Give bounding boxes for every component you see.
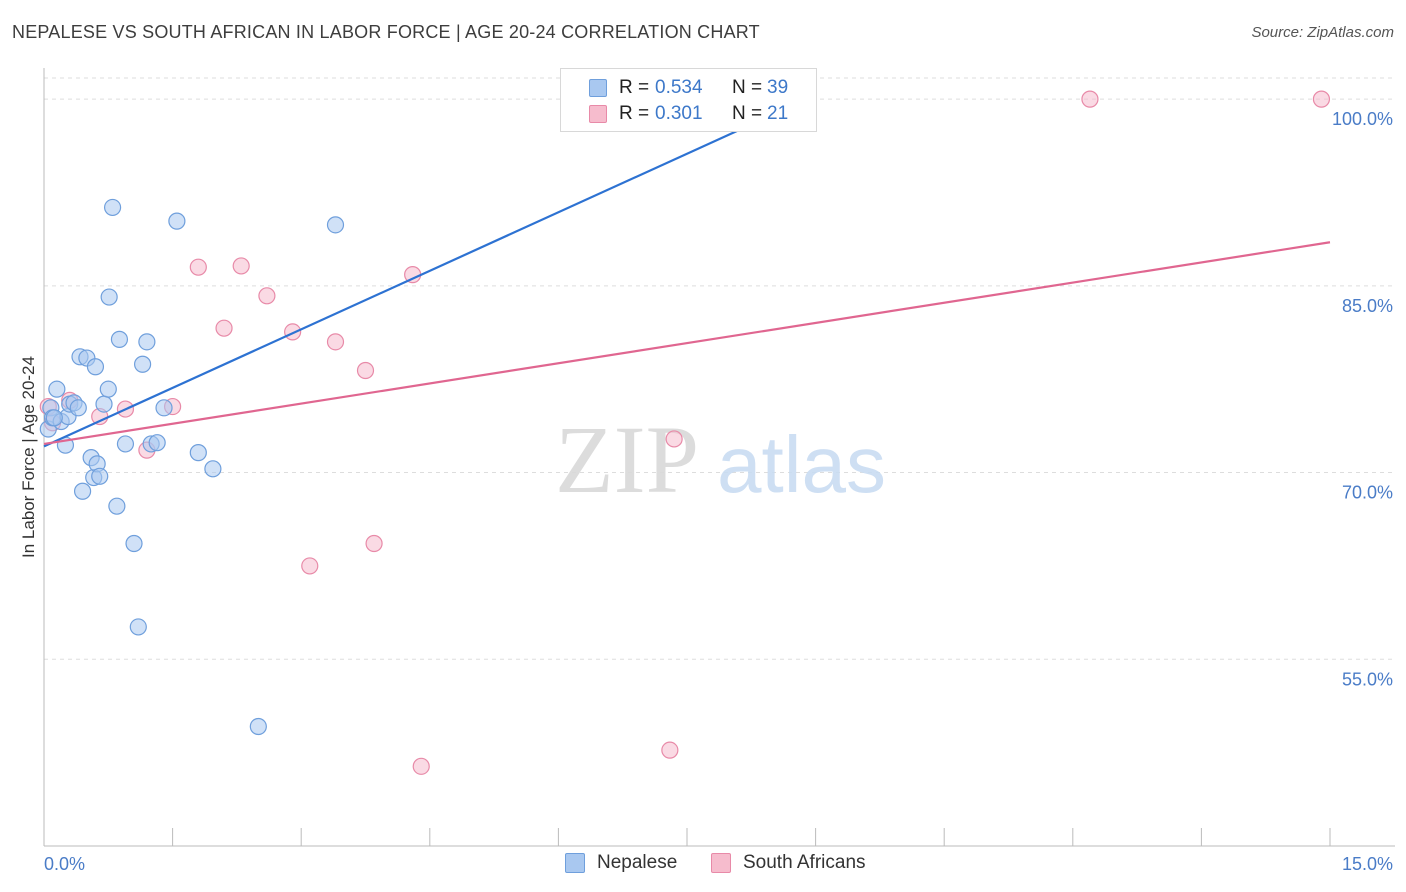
axes: 55.0% 70.0% 85.0% 100.0% 0.0% 15.0%	[43, 68, 1395, 874]
series-nepalese	[39, 90, 696, 736]
legend-n-value: 39	[767, 77, 789, 98]
data-point	[326, 333, 345, 351]
gridlines	[44, 77, 1395, 660]
watermark: ZIP atlas	[555, 406, 886, 513]
trend-line	[43, 241, 1331, 446]
data-point	[148, 434, 166, 452]
legend-swatch-south-africans	[711, 853, 731, 873]
data-point	[110, 330, 129, 348]
legend-n-value: 21	[767, 103, 789, 124]
data-point	[1081, 90, 1099, 108]
data-point	[91, 467, 109, 485]
data-point	[103, 198, 122, 217]
y-axis-label: In Labor Force | Age 20-24	[19, 356, 38, 558]
data-point	[45, 409, 63, 427]
watermark-atlas: atlas	[717, 420, 886, 509]
trend-lines	[43, 98, 1331, 448]
correlation-legend: R = 0.534 N = 39 R = 0.301 N = 21	[560, 68, 817, 132]
y-tick-label: 85.0%	[1342, 296, 1393, 316]
data-point	[258, 287, 276, 305]
chart-title: NEPALESE VS SOUTH AFRICAN IN LABOR FORCE…	[12, 22, 760, 42]
data-point	[326, 216, 345, 234]
data-point	[155, 399, 173, 417]
series-south-africans	[39, 90, 1331, 775]
data-point	[189, 258, 207, 276]
legend-r-value: 0.301	[655, 103, 703, 124]
data-point	[138, 333, 156, 351]
data-point	[661, 741, 679, 759]
legend-n-label: N =	[732, 77, 763, 98]
legend-label-nepalese: Nepalese	[597, 852, 678, 873]
legend-label-south-africans: South Africans	[743, 852, 866, 873]
legend-swatch-nepalese	[565, 853, 585, 873]
data-point	[365, 534, 383, 553]
legend-row-south-africans: R = 0.301 N = 21	[561, 101, 816, 127]
data-point	[86, 358, 105, 376]
data-point	[1312, 90, 1331, 108]
series-legend: Nepalese South Africans	[565, 852, 905, 876]
legend-r-label: R =	[619, 77, 650, 98]
source-label: Source: ZipAtlas.com	[1251, 24, 1394, 41]
trend-line	[43, 98, 808, 448]
data-point	[356, 361, 375, 380]
x-tick-label: 0.0%	[44, 854, 85, 874]
legend-swatch-south-africans	[589, 105, 607, 123]
legend-r-label: R =	[619, 103, 650, 124]
watermark-zip: ZIP	[555, 406, 699, 513]
data-point	[69, 399, 87, 417]
data-point	[133, 355, 152, 373]
data-point	[168, 212, 186, 230]
data-point	[129, 618, 147, 636]
data-point	[189, 444, 207, 462]
data-point	[116, 435, 135, 453]
data-point	[95, 395, 113, 413]
data-point	[204, 460, 222, 478]
data-point	[73, 482, 92, 500]
y-tick-label: 100.0%	[1332, 109, 1393, 129]
data-point	[125, 534, 143, 553]
data-point	[99, 380, 117, 398]
data-point	[48, 380, 66, 398]
legend-r-value: 0.534	[655, 77, 703, 98]
data-point	[412, 757, 430, 775]
y-tick-label: 55.0%	[1342, 669, 1393, 689]
data-point	[249, 717, 267, 736]
data-point	[301, 557, 319, 575]
legend-swatch-nepalese	[589, 79, 607, 97]
x-tick-label: 15.0%	[1342, 854, 1393, 874]
data-point	[100, 288, 118, 306]
legend-n-label: N =	[732, 103, 763, 124]
data-point	[665, 430, 683, 448]
data-point	[232, 257, 250, 275]
data-point	[108, 497, 126, 515]
legend-row-nepalese: R = 0.534 N = 39	[561, 75, 816, 101]
data-point	[215, 319, 233, 337]
y-tick-label: 70.0%	[1342, 483, 1393, 503]
